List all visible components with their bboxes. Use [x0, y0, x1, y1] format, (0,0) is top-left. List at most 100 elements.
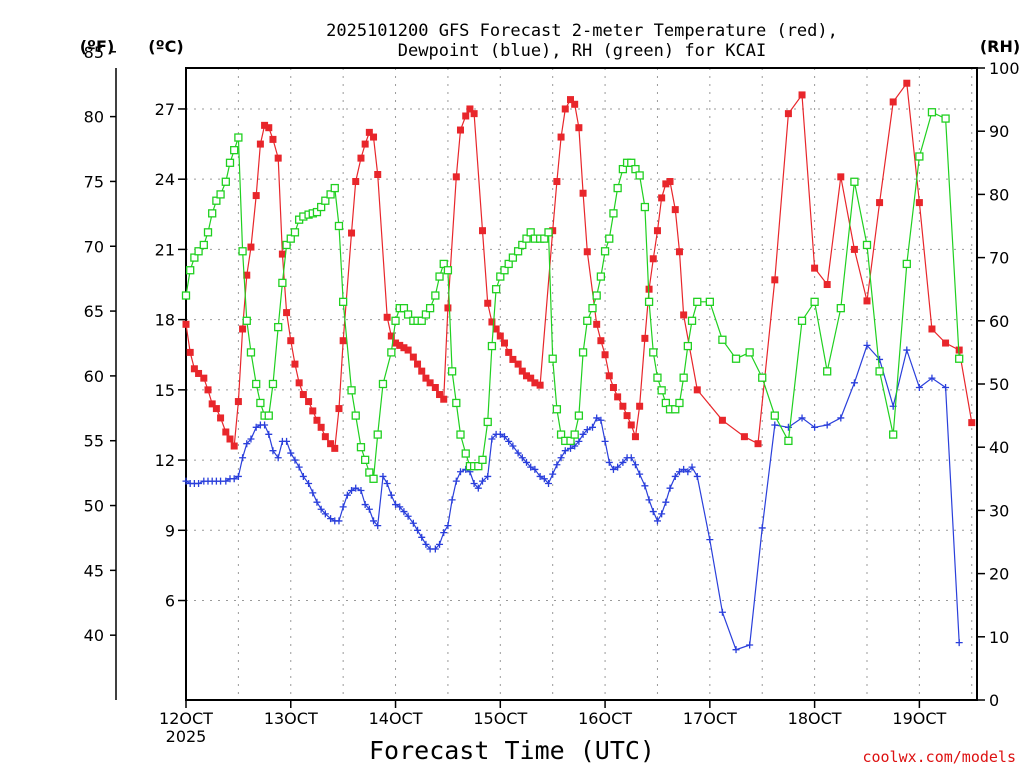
temperature-point [361, 140, 369, 148]
temperature-point [299, 391, 307, 399]
rh-point [566, 436, 575, 446]
dewpoint-point [850, 379, 858, 387]
temperature-point [915, 199, 923, 207]
rh-tick-label: 20 [989, 565, 1009, 584]
dewpoint-point [746, 641, 754, 649]
temperature-point [305, 398, 313, 406]
rh-point [679, 373, 688, 382]
dewpoint-point [706, 536, 714, 544]
temperature-point [549, 227, 557, 235]
fahrenheit-tick-label: 40 [84, 626, 104, 645]
temperature-point [579, 189, 587, 197]
temperature-point [771, 276, 779, 284]
dewpoint-point [370, 517, 378, 525]
celsius-tick-label: 9 [165, 521, 175, 540]
temperature-point [478, 227, 486, 235]
temperature-point [239, 325, 247, 333]
rh-point [570, 430, 579, 439]
dewpoint-point [601, 437, 609, 445]
temperature-point [466, 105, 474, 113]
fahrenheit-tick-label: 45 [84, 561, 104, 580]
dewpoint-point [500, 433, 508, 441]
temperature-point [623, 412, 631, 420]
temperature-point [383, 313, 391, 321]
temperature-point [444, 304, 452, 312]
rh-point [649, 348, 658, 357]
credit-link[interactable]: coolwx.com/models [862, 748, 1016, 766]
rh-axis-unit: (RH) [980, 37, 1020, 56]
dewpoint-point [671, 472, 679, 480]
dewpoint-point [343, 491, 351, 499]
rh-point [425, 304, 435, 313]
dewpoint-point [474, 484, 482, 492]
rh-point [203, 228, 213, 237]
dewpoint-point [269, 447, 277, 455]
temperature-point [200, 374, 208, 382]
temperature-point [653, 227, 661, 235]
temperature-point [404, 346, 412, 354]
temperature-point [671, 206, 679, 214]
temperature-point [680, 311, 688, 319]
rh-point [758, 373, 767, 382]
fahrenheit-tick-label: 55 [84, 432, 104, 451]
dewpoint-point [252, 423, 260, 431]
temperature-point [514, 360, 522, 368]
temperature-point [327, 440, 335, 448]
rh-point [902, 259, 911, 269]
rh-point [889, 430, 898, 439]
rh-point [181, 291, 191, 300]
dewpoint-point [234, 472, 242, 480]
dewpoint-point [317, 505, 325, 513]
rh-tick-label: 100 [989, 59, 1020, 78]
temperature-point [609, 384, 617, 392]
dewpoint-point [287, 449, 295, 457]
temperature-point [418, 367, 426, 375]
rh-tick-label: 90 [989, 122, 1009, 141]
temperature-point [928, 325, 936, 333]
dewpoint-point [484, 472, 492, 480]
dewpoint-point [374, 522, 382, 530]
temperature-point [230, 442, 238, 450]
temperature-point [522, 372, 530, 380]
temperature-point [619, 402, 627, 410]
celsius-tick-label: 12 [155, 451, 175, 470]
dewpoint-point [771, 421, 779, 429]
rh-point [199, 240, 208, 250]
temperature-point [903, 79, 911, 87]
dewpoint-point [509, 442, 517, 450]
rh-point [627, 158, 636, 167]
temperature-point [321, 433, 329, 441]
rh-point [242, 316, 251, 325]
rh-point [478, 455, 487, 464]
temperature-point [247, 243, 255, 251]
temperature-point [456, 126, 464, 134]
temperature-point [536, 381, 544, 389]
temperature-point [357, 154, 365, 162]
temperature-point [693, 386, 701, 394]
temperature-point [287, 337, 295, 345]
dewpoint-point [627, 454, 635, 462]
temperature-point [784, 110, 792, 118]
dewpoint-point [662, 498, 670, 506]
rh-tick-label: 60 [989, 312, 1009, 331]
rh-point [583, 316, 592, 325]
temperature-point [889, 98, 897, 106]
rh-point [578, 348, 588, 357]
fahrenheit-axis-unit: (ºF) [80, 37, 115, 56]
temperature-point [876, 199, 884, 207]
rh-point [391, 316, 400, 325]
temperature-point [243, 271, 251, 279]
temperature-point [269, 135, 277, 143]
dewpoint-point [837, 414, 845, 422]
rh-point [631, 164, 640, 174]
temperature-point [636, 402, 644, 410]
temperature-point [190, 365, 198, 373]
rh-point [186, 266, 195, 275]
dewpoint-point [811, 423, 819, 431]
dewpoint-point [544, 479, 552, 487]
temperature-point [601, 351, 609, 359]
rh-point [544, 228, 553, 237]
dewpoint-point [496, 430, 504, 438]
rh-point [351, 411, 360, 420]
rh-point [718, 335, 727, 344]
